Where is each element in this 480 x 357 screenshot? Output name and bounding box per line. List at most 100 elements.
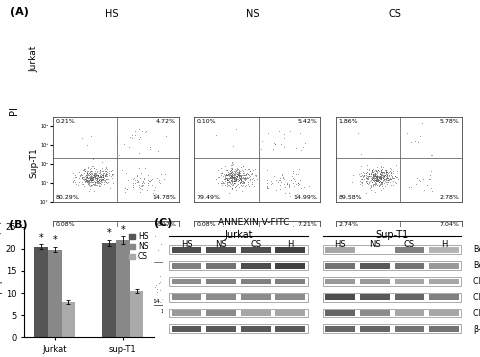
Point bbox=[228, 280, 236, 285]
Point bbox=[224, 177, 231, 182]
Point bbox=[386, 176, 394, 182]
Point bbox=[380, 172, 387, 177]
Point bbox=[374, 177, 382, 182]
Point bbox=[362, 171, 370, 176]
Point bbox=[238, 277, 245, 283]
Point bbox=[427, 185, 435, 191]
Point bbox=[96, 174, 103, 180]
Point bbox=[377, 279, 384, 285]
Point bbox=[382, 168, 389, 174]
Point bbox=[226, 281, 233, 287]
Point bbox=[88, 174, 96, 180]
Bar bbox=[169, 325, 308, 333]
Point bbox=[234, 279, 242, 285]
Point bbox=[358, 176, 365, 182]
Point bbox=[229, 267, 237, 273]
Point bbox=[245, 283, 253, 288]
Point bbox=[244, 280, 252, 286]
Point bbox=[368, 278, 376, 284]
Point bbox=[380, 175, 387, 181]
Point bbox=[87, 174, 95, 179]
Point bbox=[385, 177, 393, 182]
Point bbox=[234, 279, 241, 285]
Point bbox=[367, 171, 375, 177]
Text: H: H bbox=[441, 240, 447, 249]
Point bbox=[360, 173, 368, 179]
Point bbox=[93, 285, 100, 290]
Point bbox=[85, 279, 93, 285]
Point bbox=[86, 285, 94, 291]
Point bbox=[139, 276, 146, 281]
Point bbox=[91, 270, 98, 276]
Point bbox=[286, 282, 293, 288]
Point bbox=[234, 277, 241, 283]
Point bbox=[225, 275, 232, 280]
Point bbox=[79, 275, 87, 281]
Point bbox=[379, 178, 387, 184]
Point bbox=[91, 281, 99, 287]
Point bbox=[77, 278, 85, 284]
Point bbox=[376, 275, 384, 280]
Point bbox=[390, 175, 398, 181]
Point bbox=[298, 147, 305, 153]
Point bbox=[142, 288, 149, 294]
Point bbox=[102, 165, 109, 171]
Point bbox=[228, 275, 236, 281]
Point bbox=[372, 178, 380, 184]
Point bbox=[368, 176, 376, 182]
Point bbox=[240, 277, 248, 283]
Point bbox=[258, 146, 265, 152]
Point bbox=[229, 178, 237, 183]
Point bbox=[105, 277, 113, 283]
Point bbox=[218, 171, 226, 176]
Point bbox=[240, 282, 247, 288]
Point bbox=[364, 285, 372, 290]
Point bbox=[91, 173, 98, 179]
Point bbox=[83, 283, 90, 288]
Point bbox=[241, 280, 249, 286]
Point bbox=[359, 173, 367, 178]
Text: Jurkat: Jurkat bbox=[224, 230, 252, 240]
Point bbox=[360, 177, 368, 182]
Point bbox=[234, 276, 242, 282]
Point bbox=[369, 282, 376, 288]
Point bbox=[376, 275, 384, 281]
Point bbox=[379, 283, 387, 289]
Point bbox=[225, 271, 233, 276]
Point bbox=[272, 286, 280, 292]
Point bbox=[130, 175, 138, 180]
Point bbox=[288, 286, 295, 292]
Point bbox=[377, 173, 385, 179]
Point bbox=[228, 165, 236, 171]
Point bbox=[382, 281, 390, 287]
Point bbox=[83, 277, 90, 283]
Text: Sup-T1: Sup-T1 bbox=[375, 230, 408, 240]
Point bbox=[381, 283, 389, 288]
Point bbox=[88, 183, 96, 188]
Bar bbox=[276, 278, 305, 285]
Point bbox=[74, 286, 82, 292]
Point bbox=[377, 285, 385, 291]
Point bbox=[229, 280, 237, 286]
Point bbox=[363, 175, 371, 181]
Point bbox=[387, 280, 395, 286]
Point bbox=[255, 241, 263, 247]
Point bbox=[101, 280, 109, 285]
Point bbox=[373, 177, 381, 183]
Point bbox=[384, 175, 391, 181]
Point bbox=[385, 275, 393, 281]
Point bbox=[386, 176, 394, 182]
Point bbox=[283, 292, 290, 297]
Point bbox=[373, 177, 381, 183]
Point bbox=[365, 287, 372, 293]
Point bbox=[81, 274, 88, 280]
Bar bbox=[323, 293, 461, 302]
Point bbox=[378, 278, 386, 283]
Point bbox=[219, 280, 227, 285]
Point bbox=[226, 172, 233, 178]
Point bbox=[374, 281, 382, 287]
Point bbox=[71, 177, 78, 183]
Point bbox=[228, 181, 235, 187]
Point bbox=[382, 175, 390, 181]
Bar bbox=[276, 326, 305, 332]
